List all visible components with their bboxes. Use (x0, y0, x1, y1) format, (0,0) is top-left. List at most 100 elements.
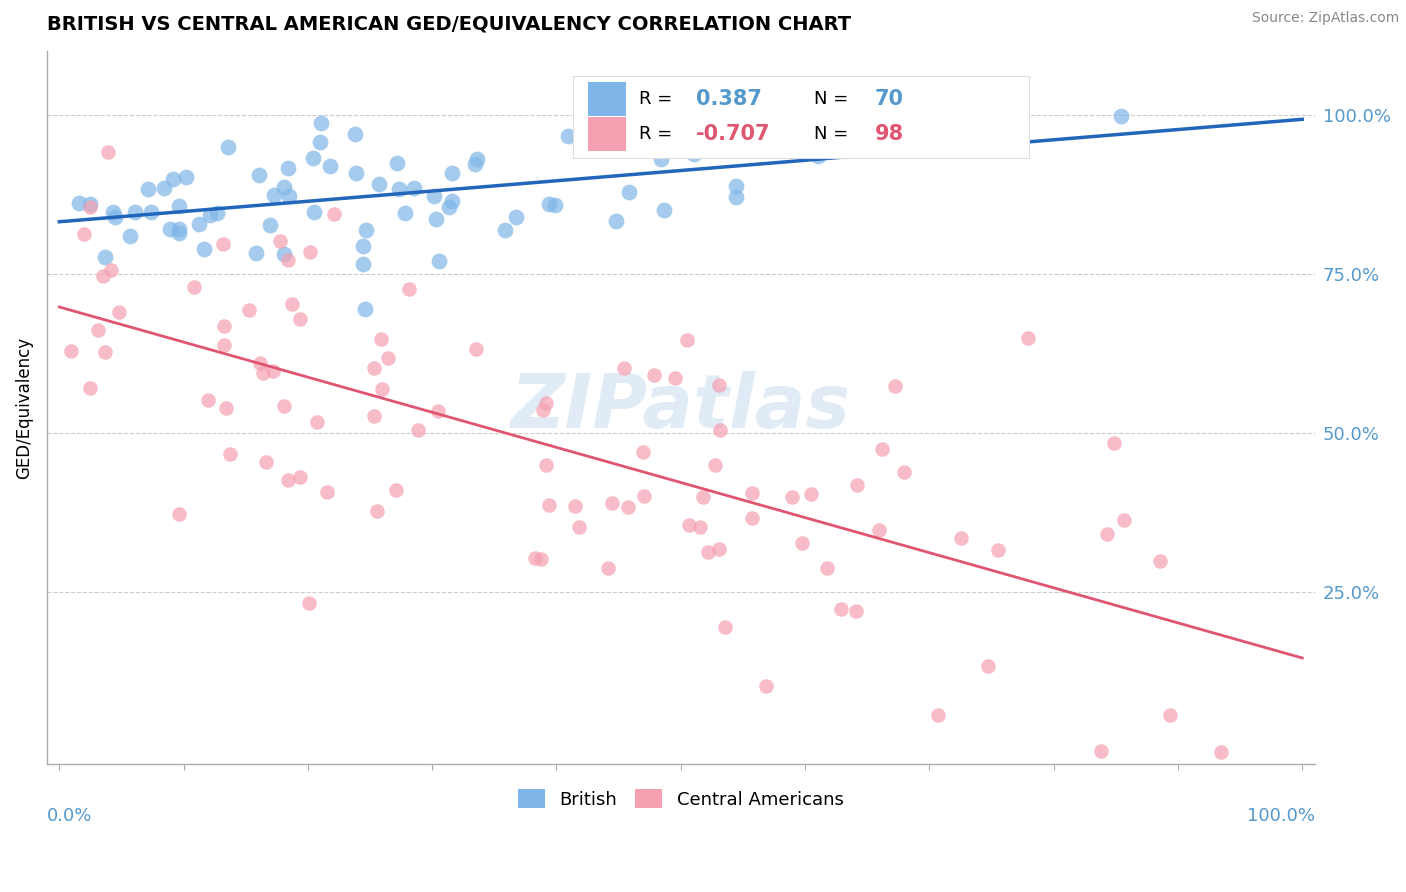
Point (815, 561, 838, 575)
Point (215, 401, 238, 415)
Point (212, 318, 235, 333)
Point (927, 708, 949, 723)
Point (79, 381, 101, 395)
Point (67, 195, 90, 210)
Point (437, 200, 460, 214)
Point (650, 152, 672, 166)
Point (277, 473, 299, 487)
Point (94, 250, 117, 264)
Point (596, 560, 619, 574)
Point (689, 519, 711, 533)
Point (298, 596, 321, 610)
Point (87, 323, 110, 337)
Point (643, 368, 665, 382)
Point (692, 490, 714, 504)
Point (344, 166, 367, 180)
Y-axis label: GED/Equivalency: GED/Equivalency (15, 336, 32, 479)
Point (633, 489, 655, 503)
Point (273, 247, 295, 261)
Text: BRITISH VS CENTRAL AMERICAN GED/EQUIVALENCY CORRELATION CHART: BRITISH VS CENTRAL AMERICAN GED/EQUIVALE… (46, 15, 851, 34)
Point (869, 523, 891, 537)
Point (281, 297, 304, 311)
Point (505, 210, 527, 224)
Point (167, 199, 190, 213)
Point (167, 226, 190, 240)
Point (534, 458, 557, 472)
FancyBboxPatch shape (574, 76, 1029, 158)
Point (950, 531, 973, 545)
Point (605, 214, 627, 228)
Point (100, 263, 122, 277)
Point (249, 356, 271, 370)
Point (709, 424, 731, 438)
Point (568, 520, 591, 534)
Point (79, 196, 101, 211)
Point (425, 212, 447, 227)
Point (262, 363, 284, 377)
Point (724, 178, 747, 193)
Text: 70: 70 (875, 88, 904, 109)
Point (807, 149, 830, 163)
Point (104, 210, 127, 224)
Point (406, 423, 429, 437)
Point (277, 252, 299, 267)
FancyBboxPatch shape (588, 117, 626, 152)
Point (259, 218, 281, 232)
Point (1090, 744, 1112, 758)
Point (572, 97, 595, 112)
Text: -0.707: -0.707 (696, 124, 770, 145)
Text: N =: N = (814, 89, 853, 108)
Text: R =: R = (638, 125, 678, 144)
Point (1095, 527, 1118, 541)
Point (557, 129, 579, 144)
Point (613, 361, 636, 376)
Point (616, 500, 638, 514)
Point (977, 658, 1000, 673)
Point (617, 185, 640, 199)
Point (298, 245, 321, 260)
Point (1017, 331, 1039, 345)
Point (59, 343, 82, 358)
Point (385, 483, 408, 497)
Point (302, 205, 325, 219)
Point (441, 194, 464, 208)
Point (1112, 512, 1135, 526)
Point (311, 116, 333, 130)
Point (893, 466, 915, 480)
Point (212, 237, 235, 252)
Point (91, 269, 114, 284)
Point (714, 620, 737, 634)
Point (427, 404, 450, 418)
Point (531, 403, 554, 417)
Point (152, 181, 174, 195)
Point (423, 188, 446, 202)
Point (1149, 554, 1171, 568)
Point (103, 205, 125, 219)
Point (212, 337, 235, 351)
Point (290, 470, 312, 484)
Point (159, 221, 181, 235)
Point (263, 187, 285, 202)
Point (354, 302, 377, 317)
Point (494, 222, 516, 236)
Point (269, 235, 291, 249)
Point (846, 478, 869, 492)
Point (536, 396, 558, 410)
Point (529, 552, 551, 566)
Point (537, 498, 560, 512)
Point (305, 415, 328, 429)
Point (174, 170, 197, 185)
Point (394, 206, 416, 220)
Point (97, 145, 120, 160)
Point (697, 545, 720, 559)
Point (1102, 436, 1125, 450)
Point (370, 332, 392, 346)
Point (79, 200, 101, 214)
Point (675, 333, 697, 347)
Point (219, 447, 242, 461)
Point (254, 455, 277, 469)
Point (169, 222, 191, 236)
Point (205, 206, 228, 220)
Point (363, 361, 385, 376)
Text: N =: N = (814, 125, 853, 144)
